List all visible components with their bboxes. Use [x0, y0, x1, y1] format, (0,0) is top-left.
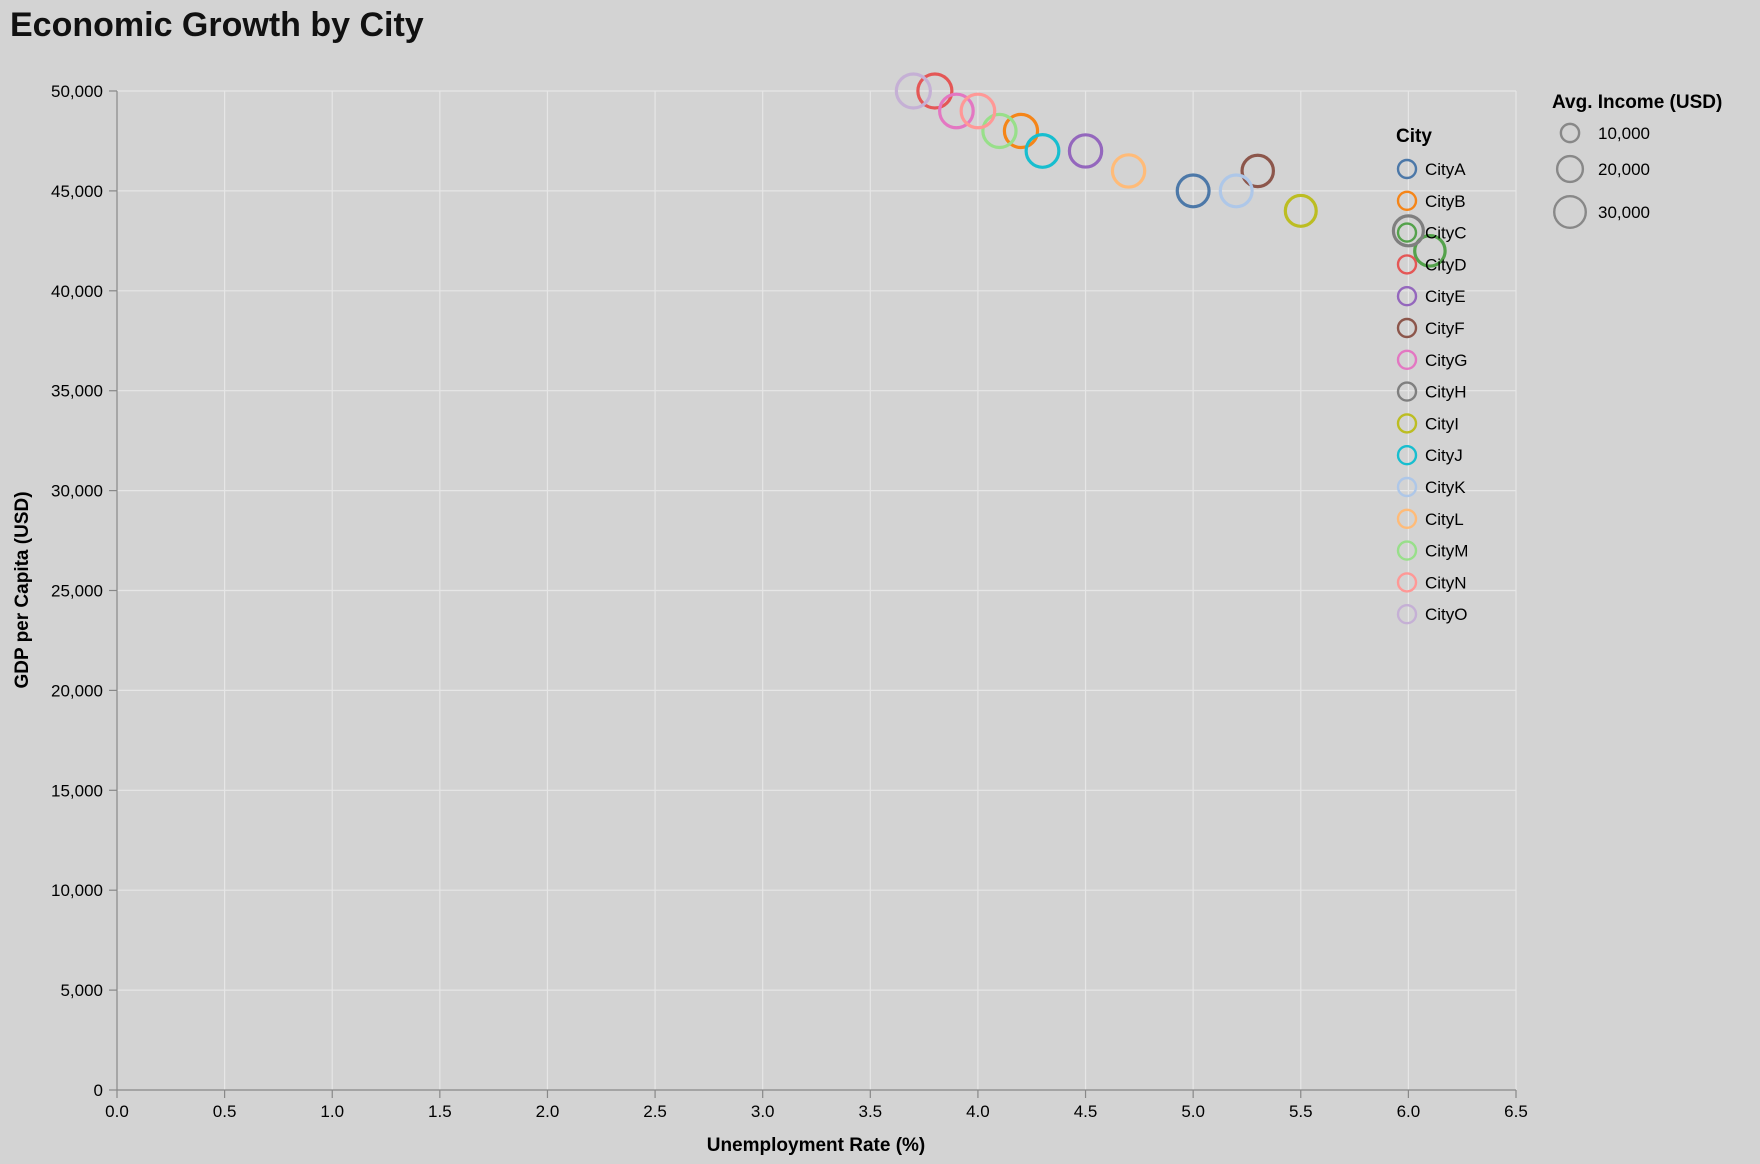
x-tick-label: 2.0 — [536, 1102, 560, 1121]
legend-symbol-cityd — [1396, 254, 1418, 275]
x-tick-label: 3.5 — [858, 1102, 882, 1121]
x-tick-label: 1.5 — [428, 1102, 452, 1121]
legend-symbol-cityk — [1396, 476, 1418, 498]
x-tick-label: 4.0 — [966, 1102, 990, 1121]
y-tick-label: 0 — [94, 1081, 103, 1100]
point-cityb — [1002, 112, 1040, 150]
x-tick-label: 4.5 — [1074, 1102, 1098, 1121]
x-tick-label: 6.0 — [1397, 1102, 1421, 1121]
legend-symbol-cityi — [1396, 413, 1418, 434]
legend-symbol-cityb — [1396, 190, 1418, 212]
point-cityf — [1240, 153, 1275, 189]
x-axis-title: Unemployment Rate (%) — [707, 1135, 926, 1156]
chart-title: Economic Growth by City — [10, 6, 424, 44]
point-citym — [981, 112, 1018, 150]
point-cityl — [1110, 153, 1147, 189]
legend-symbol-cityo — [1396, 604, 1418, 625]
y-tick-label: 5,000 — [60, 981, 103, 1000]
size-legend-label: 30,000 — [1598, 203, 1650, 222]
size-legend-symbol — [1559, 122, 1581, 144]
point-cityd — [916, 72, 954, 110]
legend-label-cityi: CityI — [1425, 414, 1459, 433]
x-tick-label: 5.5 — [1289, 1102, 1313, 1121]
y-tick-label: 50,000 — [51, 82, 103, 101]
legend-label-citye: CityE — [1425, 287, 1466, 306]
legend-label-cityg: CityG — [1425, 351, 1468, 370]
legend-label-cityh: CityH — [1425, 383, 1467, 402]
legend-symbol-cityc — [1396, 222, 1418, 243]
y-tick-label: 20,000 — [51, 681, 103, 700]
point-cityi — [1283, 193, 1318, 228]
x-tick-label: 2.5 — [643, 1102, 667, 1121]
data-points — [894, 72, 1447, 268]
size-legend-title: Avg. Income (USD) — [1552, 92, 1722, 113]
point-cityh — [1391, 214, 1425, 248]
size-legend-symbol — [1555, 154, 1585, 184]
y-axis-title: GDP per Capita (USD) — [12, 491, 33, 688]
point-cityo — [894, 72, 932, 110]
legend-symbol-cityh — [1396, 381, 1418, 402]
legend-label-cityb: CityB — [1425, 192, 1466, 211]
x-tick-label: 0.5 — [213, 1102, 237, 1121]
size-legend-label: 10,000 — [1598, 124, 1650, 143]
x-tick-label: 5.0 — [1181, 1102, 1205, 1121]
x-tick-label: 0.0 — [105, 1102, 129, 1121]
legend-label-cityf: CityF — [1425, 319, 1465, 338]
legend-label-cityd: CityD — [1425, 255, 1467, 274]
legend-label-cityn: CityN — [1425, 573, 1467, 592]
point-citye — [1067, 133, 1104, 169]
legend-symbol-cityn — [1396, 572, 1418, 593]
legend-label-cityo: CityO — [1425, 605, 1468, 624]
point-cityn — [959, 92, 997, 130]
legend-symbol-cityj — [1396, 445, 1418, 466]
point-cityc — [1413, 234, 1447, 268]
point-cityg — [938, 92, 975, 130]
size-legend-label: 20,000 — [1598, 160, 1650, 179]
y-tick-label: 40,000 — [51, 282, 103, 301]
city-legend-title: City — [1396, 126, 1432, 147]
point-cityj — [1024, 132, 1061, 169]
point-cityk — [1218, 173, 1254, 209]
legend-label-cityk: CityK — [1425, 478, 1466, 497]
city-legend: City CityA CityB CityC CityD CityE CityF CityG… — [1396, 126, 1468, 625]
y-tick-label: 10,000 — [51, 881, 103, 900]
axes: 0.0 0.5 1.0 1.5 2.0 2.5 3.0 3.5 4.0 4.5 5.0 5.5 6.0 6… — [51, 82, 1528, 1121]
y-tick-label: 30,000 — [51, 482, 103, 501]
legend-symbol-cityg — [1396, 349, 1418, 370]
size-legend: Avg. Income (USD) 10,000 20,000 30,000 — [1552, 92, 1722, 229]
y-tick-label: 35,000 — [51, 382, 103, 401]
legend-symbol-cityf — [1396, 317, 1418, 339]
legend-label-cityc: CityC — [1425, 224, 1467, 243]
legend-symbol-citya — [1396, 158, 1418, 180]
y-tick-label: 15,000 — [51, 781, 103, 800]
legend-symbol-cityl — [1396, 508, 1418, 529]
x-tick-label: 6.5 — [1504, 1102, 1528, 1121]
legend-symbol-citym — [1396, 540, 1418, 561]
x-tick-label: 1.0 — [320, 1102, 344, 1121]
y-tick-label: 45,000 — [51, 182, 103, 201]
y-tick-label: 25,000 — [51, 582, 103, 601]
x-tick-label: 3.0 — [751, 1102, 775, 1121]
legend-symbol-citye — [1396, 286, 1418, 307]
legend-label-citym: CityM — [1425, 542, 1468, 561]
size-legend-symbol — [1553, 195, 1587, 229]
point-citya — [1175, 173, 1211, 209]
legend-label-cityj: CityJ — [1425, 446, 1463, 465]
legend-label-cityl: CityL — [1425, 510, 1464, 529]
legend-label-citya: CityA — [1425, 160, 1466, 179]
grid-lines — [117, 90, 1517, 1090]
